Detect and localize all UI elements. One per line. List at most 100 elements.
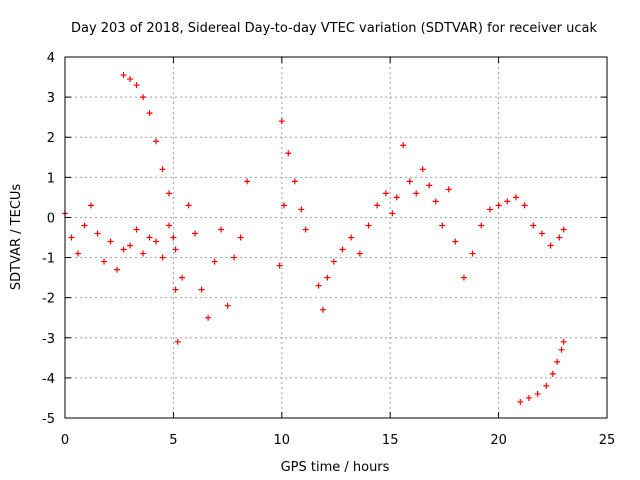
y-tick-label: -5: [42, 412, 55, 427]
data-point: [159, 166, 166, 173]
data-point: [389, 210, 396, 217]
x-tick-label: 0: [61, 433, 69, 448]
data-point: [153, 138, 160, 145]
x-tick-label: 10: [274, 433, 291, 448]
data-point: [120, 72, 127, 79]
data-point: [133, 82, 140, 89]
data-point: [406, 178, 413, 185]
axis-ticks: [64, 56, 608, 419]
data-point: [547, 242, 554, 249]
data-point: [543, 382, 550, 389]
data-point: [302, 226, 309, 233]
data-point: [166, 222, 173, 229]
data-point: [517, 398, 524, 405]
data-point: [525, 394, 532, 401]
y-axis-label: SDTVAR / TECUs: [9, 184, 24, 291]
data-point: [170, 234, 177, 241]
data-point: [146, 234, 153, 241]
data-point: [348, 234, 355, 241]
x-axis-label: GPS time / hours: [281, 460, 390, 475]
data-point: [237, 234, 244, 241]
data-point: [244, 178, 251, 185]
data-point: [486, 206, 493, 213]
y-tick-label: -2: [42, 292, 55, 307]
data-point: [81, 222, 88, 229]
data-point: [140, 94, 147, 101]
data-point: [140, 250, 147, 257]
data-point: [330, 258, 337, 265]
x-tick-label: 15: [382, 433, 399, 448]
data-point: [75, 250, 82, 257]
data-point: [413, 190, 420, 197]
data-point: [439, 222, 446, 229]
data-point: [560, 226, 567, 233]
data-point: [495, 202, 502, 209]
data-point: [94, 230, 101, 237]
data-point: [530, 222, 537, 229]
data-point: [278, 118, 285, 125]
data-points: [62, 72, 567, 405]
chart-title: Day 203 of 2018, Sidereal Day-to-day VTE…: [71, 21, 597, 36]
data-point: [120, 246, 127, 253]
data-point: [179, 274, 186, 281]
data-point: [174, 338, 181, 345]
data-point: [192, 230, 199, 237]
data-point: [218, 226, 225, 233]
data-point: [393, 194, 400, 201]
data-point: [554, 358, 561, 365]
x-tick-label: 20: [490, 433, 507, 448]
data-point: [356, 250, 363, 257]
data-point: [504, 198, 511, 205]
data-point: [133, 226, 140, 233]
y-tick-label: -4: [42, 372, 55, 387]
data-point: [452, 238, 459, 245]
data-point: [280, 202, 287, 209]
data-point: [478, 222, 485, 229]
data-point: [319, 306, 326, 313]
data-point: [426, 182, 433, 189]
data-point: [469, 250, 476, 257]
data-point: [382, 190, 389, 197]
y-tick-label: 4: [47, 51, 55, 66]
data-point: [315, 282, 322, 289]
data-point: [538, 230, 545, 237]
data-point: [298, 206, 305, 213]
data-point: [224, 302, 231, 309]
data-point: [153, 238, 160, 245]
y-tick-label: 3: [47, 91, 55, 106]
data-point: [512, 194, 519, 201]
data-point: [127, 242, 134, 249]
data-point: [114, 266, 121, 273]
data-point: [172, 246, 179, 253]
data-point: [198, 286, 205, 293]
data-point: [324, 274, 331, 281]
data-point: [534, 390, 541, 397]
data-point: [159, 254, 166, 261]
data-point: [101, 258, 108, 265]
data-point: [68, 234, 75, 241]
data-point: [419, 166, 426, 173]
y-tick-label: 0: [47, 211, 55, 226]
data-point: [339, 246, 346, 253]
data-point: [107, 238, 114, 245]
data-point: [276, 262, 283, 269]
y-tick-label: 2: [47, 131, 55, 146]
x-tick-label: 5: [169, 433, 177, 448]
y-tick-label: 1: [47, 171, 55, 186]
plot-frame: [64, 56, 608, 419]
data-point: [211, 258, 218, 265]
data-point: [231, 254, 238, 261]
data-point: [285, 150, 292, 157]
data-point: [558, 346, 565, 353]
data-point: [556, 234, 563, 241]
data-point: [185, 202, 192, 209]
data-point: [365, 222, 372, 229]
data-point: [560, 338, 567, 345]
y-tick-labels: -5 -4 -3 -2 -1 0 1 2 3 4: [42, 51, 55, 427]
data-point: [460, 274, 467, 281]
data-point: [445, 186, 452, 193]
data-point: [549, 370, 556, 377]
data-point: [400, 142, 407, 149]
data-point: [374, 202, 381, 209]
data-point: [432, 198, 439, 205]
